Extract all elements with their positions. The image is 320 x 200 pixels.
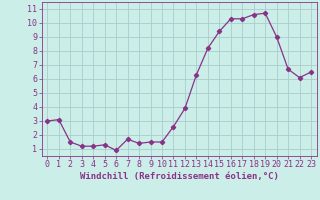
X-axis label: Windchill (Refroidissement éolien,°C): Windchill (Refroidissement éolien,°C)	[80, 172, 279, 181]
